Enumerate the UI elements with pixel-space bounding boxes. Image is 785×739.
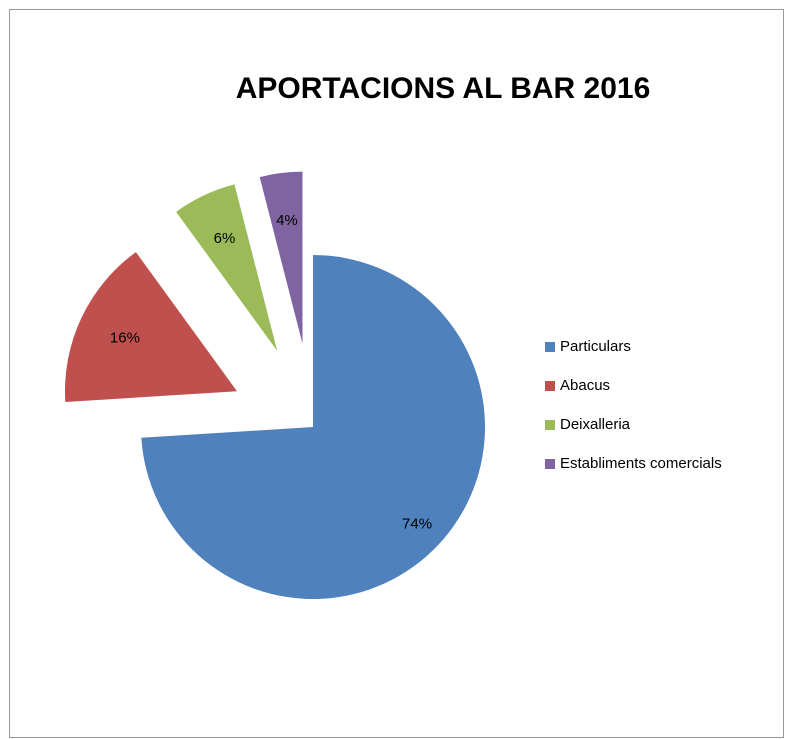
- legend-label: Establiments comercials: [560, 455, 722, 472]
- pie-slice: [176, 184, 278, 351]
- pie-slice: [64, 252, 237, 403]
- chart-title: APORTACIONS AL BAR 2016: [236, 72, 651, 105]
- data-label: 6%: [214, 230, 236, 247]
- legend-swatch: [545, 459, 555, 469]
- data-label: 74%: [402, 516, 432, 533]
- pie-slice: [141, 255, 485, 599]
- legend-swatch: [545, 342, 555, 352]
- data-label: 4%: [276, 212, 298, 229]
- legend-label: Particulars: [560, 338, 631, 355]
- data-label: 16%: [110, 329, 140, 346]
- legend-swatch: [545, 420, 555, 430]
- legend-swatch: [545, 381, 555, 391]
- legend-label: Abacus: [560, 377, 610, 394]
- legend-label: Deixalleria: [560, 416, 631, 433]
- pie-slice: [259, 171, 303, 344]
